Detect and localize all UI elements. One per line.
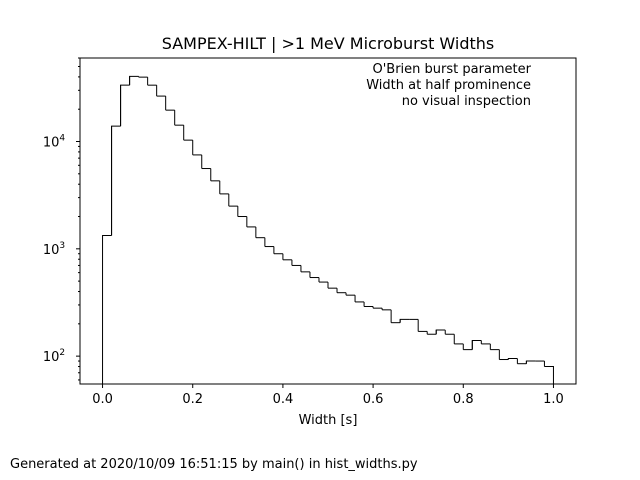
y-tick-label: 104 [43,134,66,151]
x-tick-label: 0.8 [453,392,474,407]
x-axis-label: Width [s] [299,413,358,428]
y-axis-ticks: 102 103 104 [43,58,80,380]
x-tick-label: 0.4 [273,392,294,407]
chart-title: SAMPEX-HILT | >1 MeV Microburst Widths [162,34,495,53]
x-tick-label: 0.6 [363,392,384,407]
annotation-line: no visual inspection [402,94,531,109]
annotation-line: O'Brien burst parameter [372,62,531,77]
annotation-block: O'Brien burst parameter Width at half pr… [366,62,531,109]
y-tick-label: 102 [43,348,65,365]
histogram-bin [544,367,553,384]
histogram-bin [103,236,112,384]
generated-footer: Generated at 2020/10/09 16:51:15 by main… [10,457,418,472]
histogram-bin [436,330,445,334]
histogram-bin [526,361,535,364]
x-tick-label: 0.0 [92,392,113,407]
histogram-bin [508,359,517,360]
x-tick-label: 0.2 [182,392,203,407]
x-axis-ticks: 0.0 0.2 0.4 0.6 0.8 1.0 [92,384,564,407]
histogram-bars [103,76,554,384]
histogram-bin [400,319,409,322]
histogram-bin [112,126,121,235]
histogram-bin [472,340,481,349]
y-tick-label: 103 [43,241,65,258]
histogram-bin [130,76,139,85]
histogram-bin [121,85,130,126]
x-tick-label: 1.0 [543,392,564,407]
annotation-line: Width at half prominence [366,78,531,93]
